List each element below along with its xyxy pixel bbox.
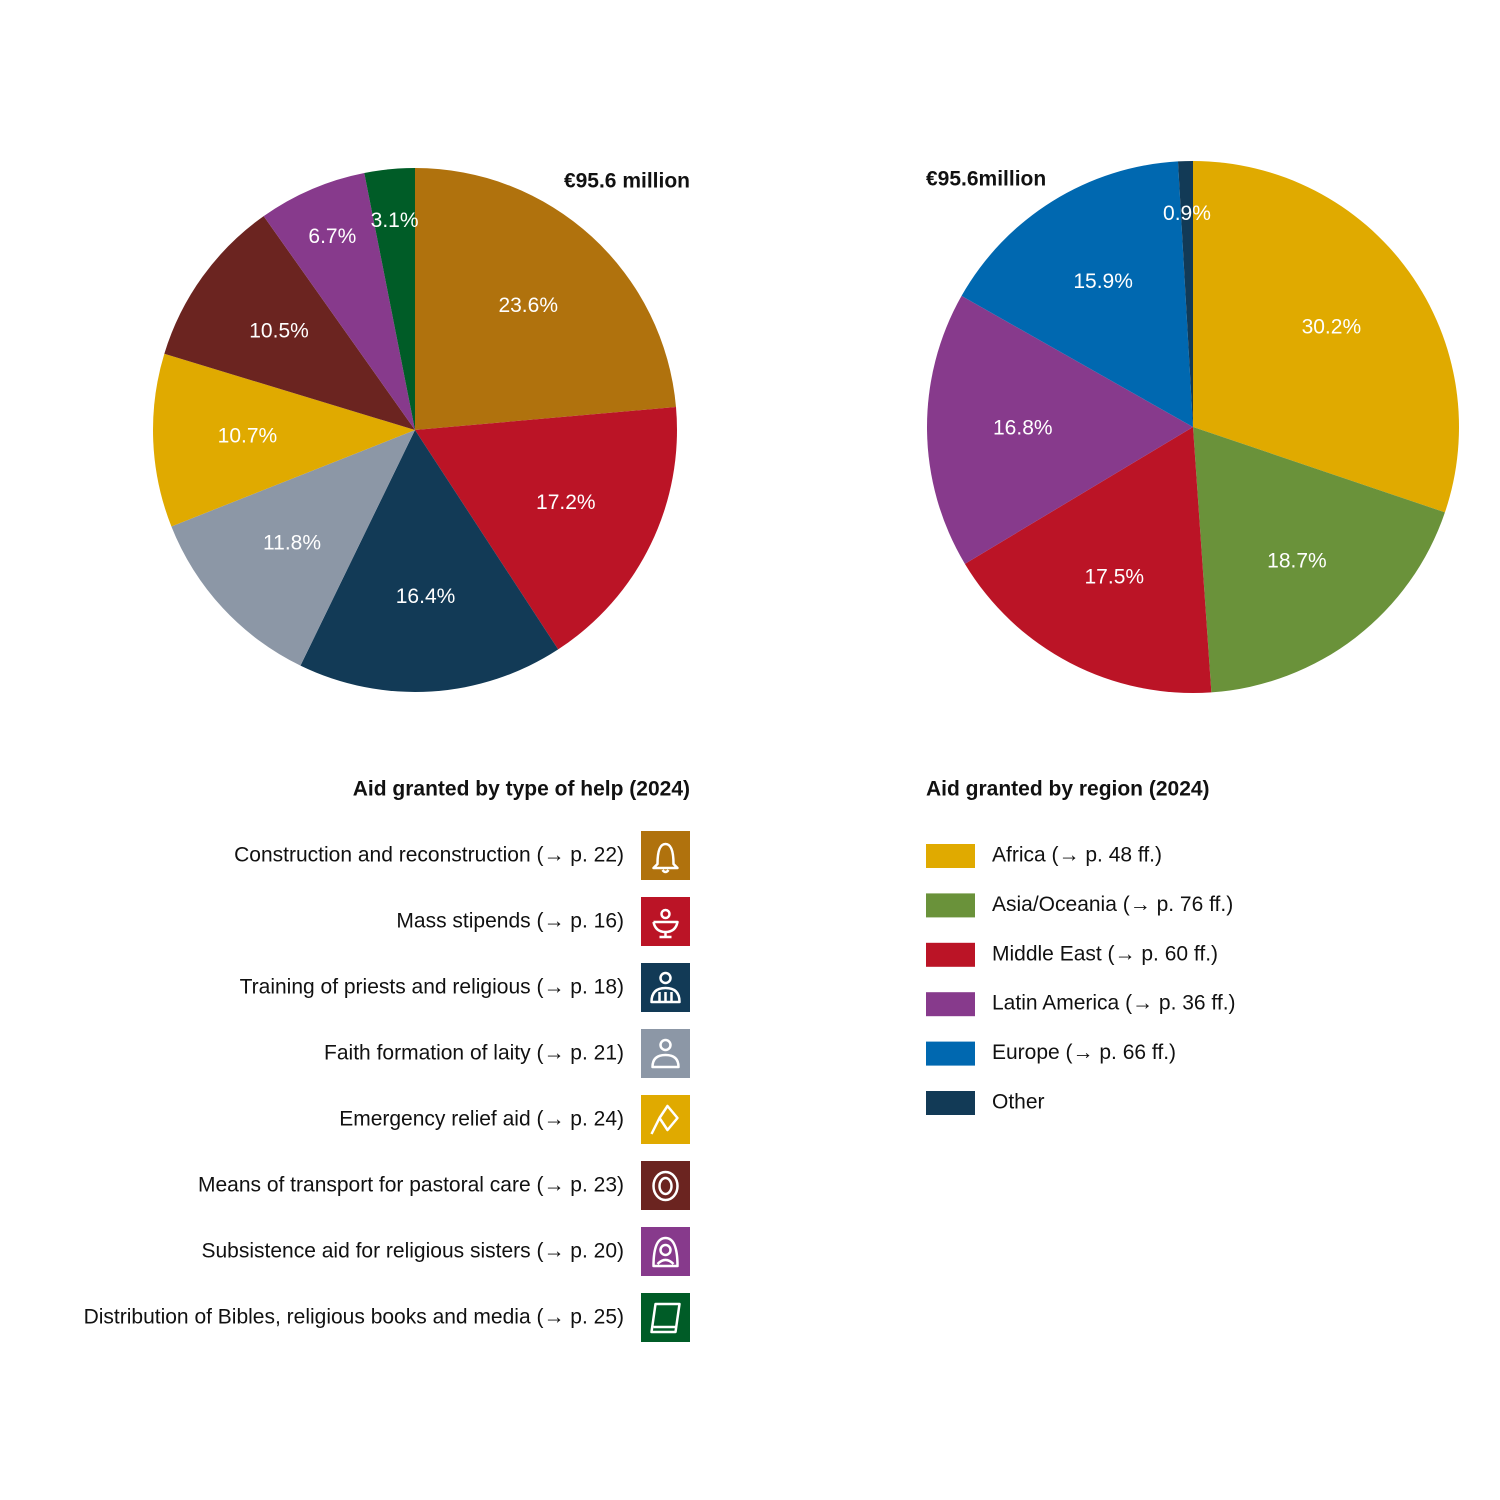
icon-glyph [650, 1104, 679, 1135]
icon-glyph [650, 971, 681, 1004]
annotation: €95.6 million [564, 170, 690, 193]
legend-label: Latin America (→ p. 36 ff.) [992, 992, 1236, 1015]
slice-label: 17.2% [536, 491, 596, 514]
legend-icon [641, 1293, 690, 1342]
pie-slice [927, 295, 1193, 564]
legend-label: Asia/Oceania (→ p. 76 ff.) [992, 893, 1233, 916]
legend-swatch [926, 1041, 975, 1066]
legend-label: Subsistence aid for religious sisters (→… [201, 1240, 624, 1263]
pie-slice [961, 161, 1193, 428]
legend-label: Middle East (→ p. 60 ff.) [992, 942, 1218, 965]
slice-label: 30.2% [1302, 315, 1362, 338]
legend-icon [641, 1161, 690, 1210]
icon-glyph [650, 1302, 681, 1334]
pie-slice [415, 168, 676, 430]
legend-label: Distribution of Bibles, religious books … [84, 1306, 624, 1329]
slice-label: 6.7% [308, 225, 356, 248]
legend-label: Emergency relief aid (→ p. 24) [339, 1108, 624, 1131]
legend-label: Other [992, 1091, 1045, 1114]
pie-slice [364, 168, 415, 430]
pie-slice [153, 353, 415, 527]
slice-label: 10.5% [249, 319, 309, 342]
icon-glyph [652, 908, 679, 939]
legend-icon [641, 1095, 690, 1144]
legend-swatch [926, 992, 975, 1017]
icon-glyph [651, 1038, 680, 1069]
slice-label: 11.8% [263, 532, 321, 555]
slice-label: 3.1% [371, 209, 419, 232]
slice-label: 16.4% [396, 585, 456, 608]
slice-label: 10.7% [218, 424, 278, 447]
pie-slice [300, 430, 559, 692]
legend-label: Construction and reconstruction (→ p. 22… [234, 844, 624, 867]
slice-label: 0.9% [1163, 202, 1211, 225]
slice-label: 23.6% [498, 294, 558, 317]
pie-slice [1193, 161, 1459, 513]
pie-slice [164, 216, 415, 430]
slice-label: 18.7% [1267, 549, 1327, 572]
legend-title: Aid granted by region (2024) [926, 778, 1210, 801]
pie-slice [415, 406, 677, 650]
legend-label: Faith formation of laity (→ p. 21) [324, 1042, 624, 1065]
slice-label: 16.8% [993, 417, 1053, 440]
icon-glyph [652, 1236, 679, 1268]
legend-icon [641, 1227, 690, 1276]
pie-slice [1193, 427, 1445, 693]
legend-swatch [926, 942, 975, 967]
annotation: €95.6million [926, 168, 1046, 191]
slice-label: 17.5% [1085, 565, 1145, 588]
icon-glyph [652, 842, 679, 874]
legend-swatch [926, 1091, 975, 1115]
legend-label: Mass stipends (→ p. 16) [396, 910, 624, 933]
legend-swatch [926, 893, 975, 918]
legend-icon [641, 1029, 690, 1078]
legend-label: Training of priests and religious (→ p. … [240, 976, 624, 999]
slice-label: 15.9% [1073, 270, 1133, 293]
pie-slice [1177, 161, 1193, 427]
legend-swatch [926, 844, 975, 868]
pie-slice [171, 430, 415, 666]
legend-label: Means of transport for pastoral care (→ … [198, 1174, 624, 1197]
pie-slice [263, 172, 415, 430]
legend-title: Aid granted by type of help (2024) [353, 778, 690, 801]
legend-label: Europe (→ p. 66 ff.) [992, 1041, 1176, 1064]
legend-label: Africa (→ p. 48 ff.) [992, 844, 1162, 867]
pie-slice [964, 427, 1212, 693]
icon-glyph [652, 1170, 679, 1202]
